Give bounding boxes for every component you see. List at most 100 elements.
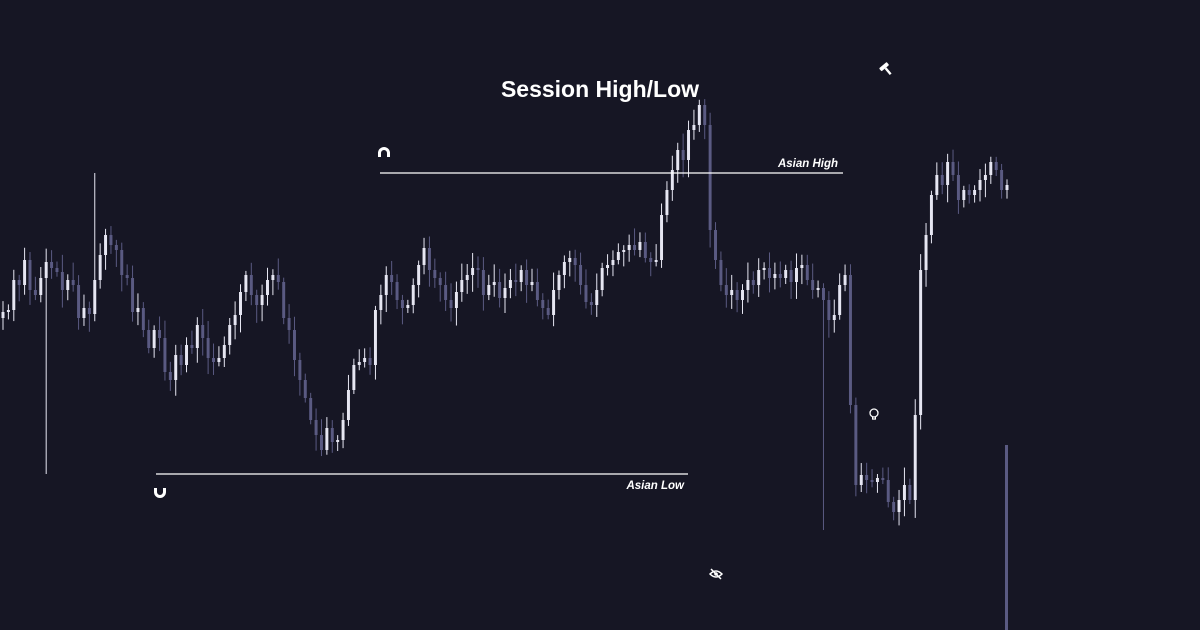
candle-body xyxy=(185,345,189,365)
candle-body xyxy=(292,330,296,360)
candle-body xyxy=(730,290,734,295)
candle-body xyxy=(773,274,777,278)
candle-body xyxy=(93,280,97,314)
candle-body xyxy=(892,502,896,512)
candle-body xyxy=(568,258,572,262)
candle-body xyxy=(714,230,718,260)
candle-body xyxy=(692,125,696,130)
candle-body xyxy=(973,190,977,195)
candle-body xyxy=(44,262,48,278)
candle-body xyxy=(212,358,216,362)
candle-body xyxy=(492,282,496,285)
candle-body xyxy=(946,162,950,185)
candle-body xyxy=(33,290,37,295)
candle-body xyxy=(481,270,485,295)
candle-body xyxy=(503,288,507,298)
candle-body xyxy=(352,365,356,390)
candle-body xyxy=(870,480,874,482)
candle-body xyxy=(595,290,599,305)
candle-body xyxy=(260,295,264,305)
candle-body xyxy=(438,278,442,285)
candle-body xyxy=(535,282,539,300)
candle-body xyxy=(379,295,383,310)
candle-body xyxy=(697,105,701,125)
candle-body xyxy=(665,190,669,215)
candle-body xyxy=(239,292,242,315)
candle-body xyxy=(865,475,869,480)
candle-body xyxy=(12,280,16,310)
candle-body xyxy=(552,290,556,315)
candle-body xyxy=(163,338,167,372)
candle-body xyxy=(508,280,512,288)
candle-body xyxy=(444,285,448,300)
candle-body xyxy=(98,255,102,280)
candle-body xyxy=(687,130,691,160)
candle-body xyxy=(104,235,108,255)
candle-body xyxy=(411,285,415,305)
candle-body xyxy=(255,295,259,305)
candle-body xyxy=(271,275,275,280)
candle-body xyxy=(168,372,172,380)
candle-body xyxy=(471,268,475,275)
candle-body xyxy=(406,305,410,308)
candle-body xyxy=(816,288,820,290)
candle-body xyxy=(881,478,885,480)
candle-body xyxy=(1,312,5,318)
candle-body xyxy=(741,290,744,300)
candle-body xyxy=(735,290,739,300)
candle-body xyxy=(649,258,653,262)
candle-body xyxy=(309,398,313,420)
lightbulb-icon xyxy=(869,408,879,420)
candle-body xyxy=(487,285,491,295)
candle-body xyxy=(589,302,593,305)
candle-body xyxy=(778,274,782,278)
candle-body xyxy=(827,300,831,320)
candle-body xyxy=(28,260,32,290)
candle-body xyxy=(82,308,86,318)
candle-body xyxy=(50,262,54,268)
candle-body xyxy=(341,420,345,440)
candle-body xyxy=(449,300,453,308)
candle-body xyxy=(131,278,135,312)
candle-body xyxy=(724,285,728,295)
candle-body xyxy=(298,360,302,380)
candle-body xyxy=(125,275,129,278)
candle-body xyxy=(546,308,550,315)
candle-body xyxy=(848,275,852,405)
candle-body xyxy=(6,310,10,312)
candle-body xyxy=(109,235,113,245)
candle-body xyxy=(676,150,680,170)
candle-body xyxy=(460,280,464,292)
candle-body xyxy=(357,362,361,365)
candle-body xyxy=(114,245,118,250)
candle-body xyxy=(919,270,923,415)
chart-title: Session High/Low xyxy=(500,76,700,102)
eye-off-icon xyxy=(708,568,724,580)
candle-body xyxy=(643,242,647,258)
candle-body xyxy=(886,480,890,502)
candle-body xyxy=(233,315,237,325)
candle-body xyxy=(600,268,604,290)
candle-body xyxy=(913,415,917,500)
candle-body xyxy=(136,308,140,312)
candle-body xyxy=(152,330,156,348)
candle-body xyxy=(228,325,232,345)
candle-body xyxy=(940,175,944,185)
candle-body xyxy=(719,260,723,285)
candle-body xyxy=(681,150,685,160)
candle-body xyxy=(384,275,388,295)
candle-body xyxy=(195,325,199,348)
candle-body xyxy=(951,162,955,175)
candle-body xyxy=(465,275,469,280)
candle-body xyxy=(794,268,798,282)
candle-body xyxy=(141,308,145,330)
candle-body xyxy=(336,440,340,442)
candle-body xyxy=(77,285,81,318)
candle-body xyxy=(276,275,280,282)
candle-body xyxy=(201,325,205,338)
candle-body xyxy=(924,235,928,270)
candle-body xyxy=(762,268,766,270)
candle-body xyxy=(805,265,809,280)
